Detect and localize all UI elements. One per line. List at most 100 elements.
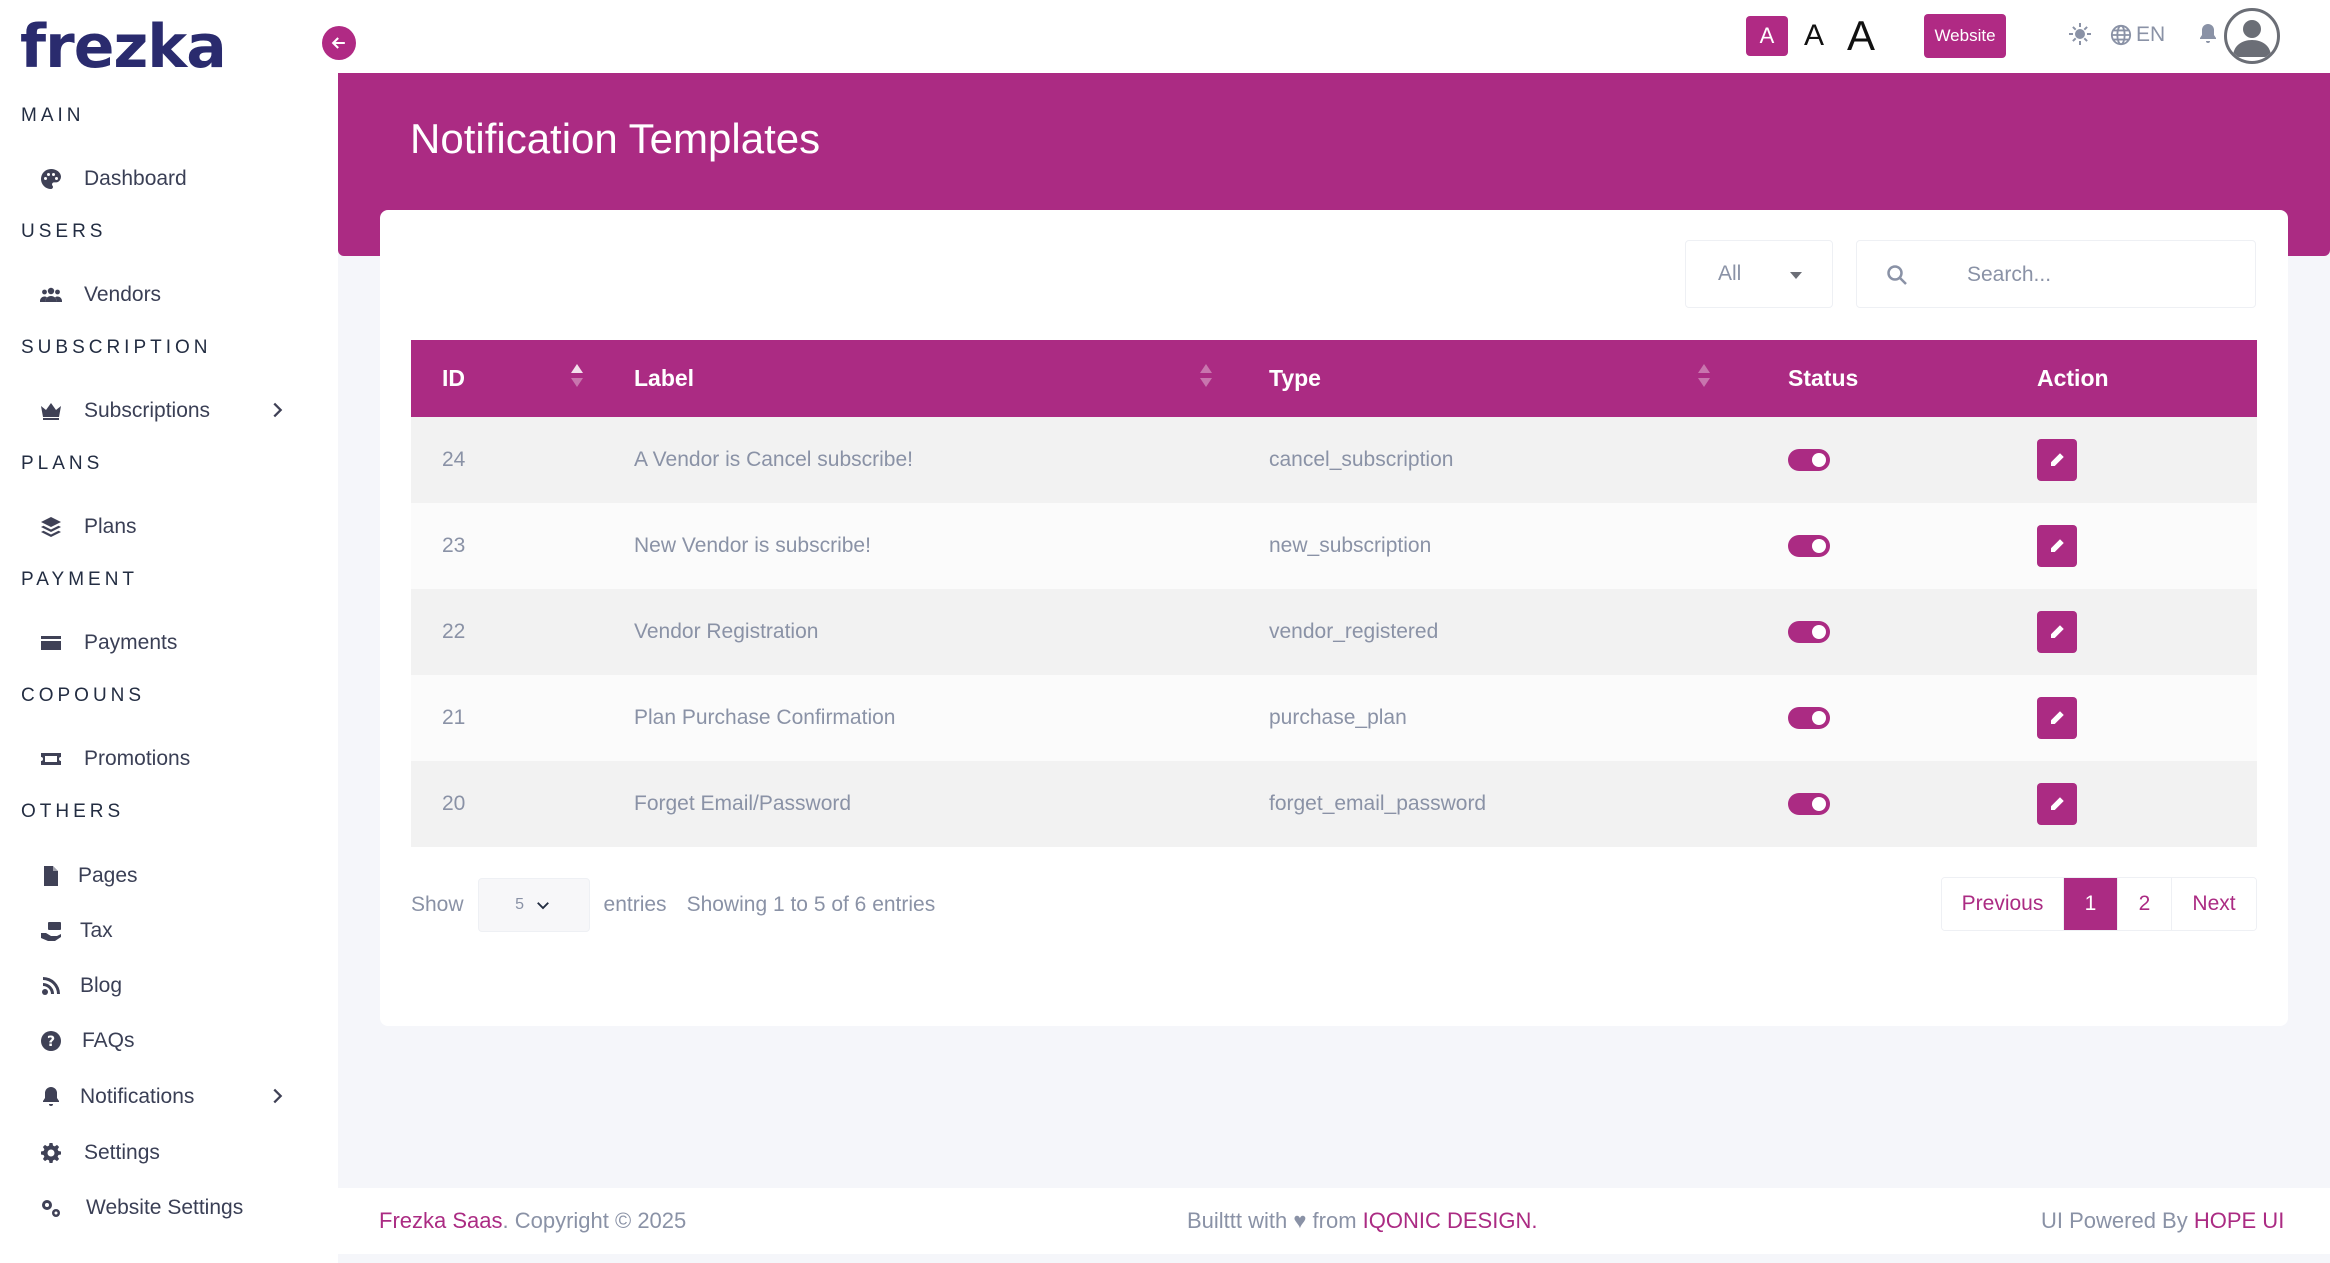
column-header-type[interactable]: Type — [1238, 340, 1757, 417]
sidebar-item-tax[interactable]: Tax — [38, 911, 298, 951]
footer: Frezka Saas. Copyright © 2025 Builttt wi… — [338, 1188, 2330, 1254]
bell-icon[interactable] — [2196, 22, 2222, 48]
bell-icon — [38, 1084, 64, 1110]
entries-per-page-select[interactable]: 5 — [477, 878, 590, 932]
website-button[interactable]: Website — [1924, 14, 2006, 58]
sidebar-item-blog[interactable]: Blog — [38, 966, 298, 1006]
language-label: EN — [2136, 23, 2166, 46]
column-header-id[interactable]: ID — [411, 340, 603, 417]
row-id: 21 — [442, 706, 466, 729]
sidebar-item-pages[interactable]: Pages — [38, 856, 298, 896]
status-toggle[interactable] — [1788, 535, 1830, 557]
column-header-status: Status — [1757, 340, 2006, 417]
sidebar-item-label: Pages — [78, 864, 138, 887]
sidebar-item-subscriptions[interactable]: Subscriptions — [38, 391, 298, 431]
pagination-previous-button[interactable]: Previous — [1942, 878, 2064, 930]
entries-value: 5 — [515, 896, 524, 913]
footer-iqonic-link[interactable]: IQONIC DESIGN. — [1362, 1208, 1538, 1233]
footer-powered-by: UI Powered By HOPE UI — [2041, 1208, 2284, 1234]
row-label-link[interactable]: Plan Purchase Confirmation — [634, 706, 896, 729]
pencil-icon — [2051, 797, 2064, 810]
pagination-page-1[interactable]: 1 — [2064, 878, 2118, 930]
row-type: vendor_registered — [1269, 620, 1439, 643]
footer-brand-link[interactable]: Frezka Saas — [379, 1208, 503, 1233]
sidebar-item-label: Vendors — [84, 283, 162, 306]
sidebar-item-label: Website Settings — [86, 1196, 244, 1219]
row-action — [2006, 589, 2257, 675]
edit-button[interactable] — [2037, 439, 2077, 481]
row-type: purchase_plan — [1269, 706, 1407, 729]
edit-button[interactable] — [2037, 697, 2077, 739]
caret-down-icon — [1790, 272, 1802, 279]
sidebar-item-payments[interactable]: Payments — [38, 623, 298, 663]
row-status — [1757, 503, 2006, 589]
column-header-label[interactable]: Label — [603, 340, 1238, 417]
row-label-link[interactable]: Vendor Registration — [634, 620, 819, 643]
users-icon — [38, 282, 64, 308]
status-toggle[interactable] — [1788, 707, 1830, 729]
status-toggle[interactable] — [1788, 449, 1830, 471]
sort-icon — [1200, 364, 1212, 392]
row-label-link[interactable]: Forget Email/Password — [634, 792, 852, 815]
templates-card: All ID Label Type Status — [380, 210, 2288, 1026]
sidebar-item-label: FAQs — [82, 1029, 135, 1052]
font-size-small-button[interactable]: A — [1746, 16, 1788, 56]
page-title: Notification Templates — [410, 115, 821, 162]
table-row: 24 A Vendor is Cancel subscribe! cancel_… — [411, 417, 2257, 503]
edit-button[interactable] — [2037, 525, 2077, 567]
sidebar-collapse-button[interactable] — [322, 26, 356, 60]
status-toggle[interactable] — [1788, 793, 1830, 815]
crown-icon — [38, 398, 64, 424]
footer-powered-text: UI Powered By — [2041, 1208, 2194, 1233]
row-label-link[interactable]: A Vendor is Cancel subscribe! — [634, 448, 913, 471]
sidebar-item-vendors[interactable]: Vendors — [38, 275, 298, 315]
theme-toggle-icon[interactable] — [2068, 22, 2094, 48]
column-header-label: Action — [2037, 365, 2109, 391]
row-action — [2006, 417, 2257, 503]
pagination-next-button[interactable]: Next — [2172, 878, 2256, 930]
chevron-right-icon — [266, 399, 288, 421]
pagination: Previous 1 2 Next — [1941, 877, 2257, 931]
font-size-medium-button[interactable]: A — [1803, 19, 1824, 52]
show-label: Show — [411, 893, 464, 916]
status-toggle[interactable] — [1788, 621, 1830, 643]
sidebar-item-dashboard[interactable]: Dashboard — [38, 159, 298, 199]
edit-button[interactable] — [2037, 611, 2077, 653]
search-icon — [1887, 265, 1907, 285]
logo[interactable]: frezka — [20, 12, 227, 82]
sidebar-item-settings[interactable]: Settings — [38, 1133, 298, 1173]
font-size-large-button[interactable]: A — [1846, 12, 1875, 59]
globe-icon — [2110, 24, 2132, 46]
table-info: Showing 1 to 5 of 6 entries — [686, 893, 936, 916]
avatar[interactable] — [2224, 8, 2280, 64]
pagination-page-2[interactable]: 2 — [2118, 878, 2172, 930]
sidebar-item-plans[interactable]: Plans — [38, 507, 298, 547]
search-input[interactable] — [1967, 255, 2237, 295]
sidebar-item-promotions[interactable]: Promotions — [38, 739, 298, 779]
language-selector[interactable]: EN — [2110, 20, 2165, 50]
section-title-coupons: COPOUNS — [21, 685, 146, 706]
sidebar-item-notifications[interactable]: Notifications — [38, 1077, 298, 1117]
row-action — [2006, 675, 2257, 761]
pencil-icon — [2051, 711, 2064, 724]
edit-button[interactable] — [2037, 783, 2077, 825]
footer-built-text: Builttt with ♥ from — [1187, 1208, 1363, 1233]
column-header-action: Action — [2006, 340, 2257, 417]
palette-icon — [38, 166, 64, 192]
section-title-main: MAIN — [21, 105, 85, 126]
footer-hope-ui-link[interactable]: HOPE UI — [2193, 1208, 2285, 1233]
row-label-link[interactable]: New Vendor is subscribe! — [634, 534, 871, 557]
credit-card-icon — [38, 630, 64, 656]
footer-built-with: Builttt with ♥ from IQONIC DESIGN. — [1187, 1208, 1537, 1234]
pencil-icon — [2051, 625, 2064, 638]
sidebar: frezka MAIN Dashboard USERS Vendors SUBS… — [0, 0, 338, 1263]
sidebar-item-label: Subscriptions — [84, 399, 211, 422]
sidebar-item-website-settings[interactable]: Website Settings — [38, 1188, 298, 1228]
status-filter-select[interactable]: All — [1685, 240, 1833, 308]
gears-icon — [38, 1195, 64, 1221]
row-id: 22 — [442, 620, 466, 643]
section-title-users: USERS — [21, 221, 107, 242]
sidebar-item-faqs[interactable]: ? FAQs — [38, 1021, 298, 1061]
layers-icon — [38, 514, 64, 540]
search-box[interactable] — [1856, 240, 2256, 308]
